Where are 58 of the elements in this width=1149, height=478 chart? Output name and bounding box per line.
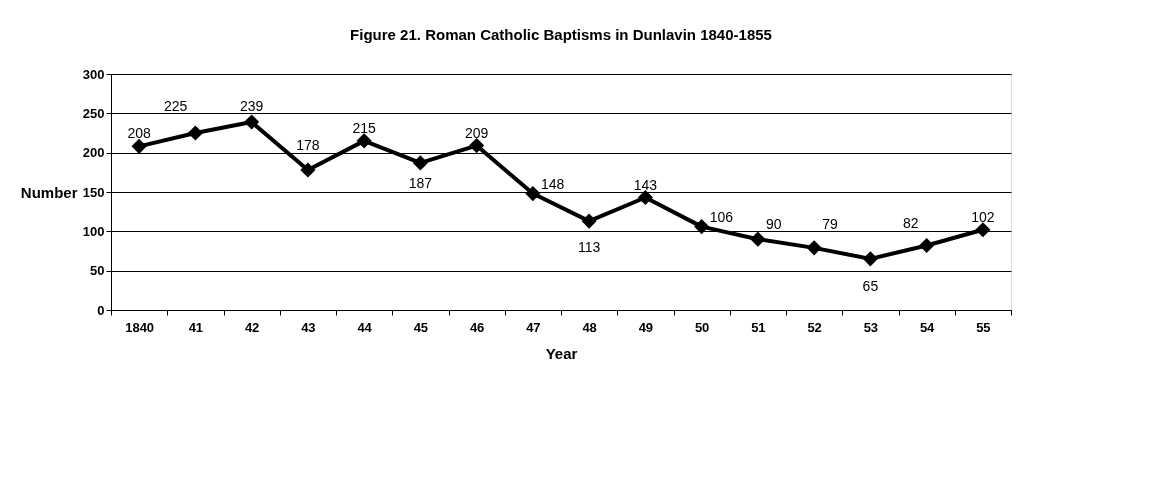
y-tick-label: 250 — [82, 105, 105, 121]
x-tick-label: 47 — [526, 319, 541, 335]
x-tick-label: 49 — [638, 319, 654, 335]
point — [412, 155, 428, 171]
x-tick-label: 41 — [188, 319, 204, 335]
x-tick-label: 42 — [244, 319, 260, 335]
data-label: 79 — [822, 215, 838, 232]
x-tick-label: 52 — [807, 319, 822, 335]
point — [469, 138, 485, 154]
data-label: 65 — [862, 277, 879, 294]
point — [244, 114, 260, 130]
point — [750, 231, 766, 247]
y-tick-label: 150 — [82, 184, 105, 200]
data-label: 82 — [903, 215, 919, 232]
point — [187, 125, 203, 141]
data-label: 178 — [296, 136, 320, 153]
point — [862, 251, 878, 267]
data-label: 106 — [709, 208, 734, 225]
data-label: 215 — [352, 119, 377, 136]
data-label: 225 — [164, 98, 188, 114]
point — [806, 240, 822, 256]
x-tick-label: 55 — [976, 319, 991, 335]
y-tick-label: 50 — [90, 263, 105, 279]
point — [300, 162, 316, 178]
x-tick-label: 1840 — [125, 319, 155, 335]
point — [356, 133, 372, 149]
x-tick-label: 53 — [863, 319, 879, 335]
point — [525, 185, 541, 202]
x-tick-label: 54 — [919, 319, 936, 335]
x-axis-title: Year — [545, 344, 578, 362]
x-tick-label: 51 — [751, 319, 766, 335]
data-label: 102 — [971, 208, 995, 225]
y-tick-label: 300 — [82, 66, 105, 82]
x-tick-label: 43 — [301, 319, 316, 335]
x-tick-label: 44 — [357, 319, 373, 335]
y-tick-label: 200 — [82, 145, 105, 161]
y-tick-label: 0 — [97, 302, 105, 318]
data-label: 187 — [408, 174, 433, 191]
point — [131, 138, 147, 154]
data-label: 209 — [464, 124, 489, 141]
x-tick-label: 50 — [694, 319, 710, 335]
chart-title: Figure 21. Roman Catholic Baptisms in Dunlavin 1840-1855 — [350, 26, 772, 43]
data-label: 239 — [239, 97, 264, 114]
data-label: 148 — [540, 175, 565, 192]
x-tick-label: 46 — [469, 319, 485, 335]
point — [694, 219, 710, 235]
data-label: 208 — [127, 125, 152, 142]
data-label: 90 — [765, 216, 782, 233]
point — [637, 189, 653, 206]
y-tick-label: 100 — [82, 223, 105, 239]
data-label: 113 — [577, 239, 601, 256]
point — [581, 213, 597, 229]
point — [919, 237, 935, 254]
data-label: 143 — [633, 176, 658, 193]
x-tick-label: 45 — [413, 319, 429, 335]
x-tick-label: 48 — [582, 319, 597, 335]
point — [975, 222, 991, 238]
y-axis-title: Number — [20, 183, 78, 201]
